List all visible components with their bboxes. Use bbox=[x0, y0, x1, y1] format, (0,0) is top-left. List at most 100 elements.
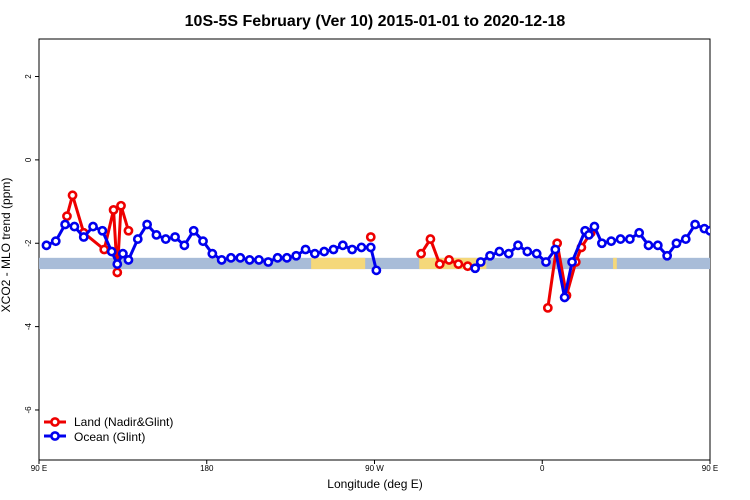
legend: Land (Nadir&Glint) Ocean (Glint) bbox=[44, 415, 173, 444]
data-point-0 bbox=[453, 259, 464, 269]
data-point-1 bbox=[643, 240, 654, 251]
x-axis: 90 E 180 90 W 0 90 E bbox=[31, 460, 718, 473]
data-point-1 bbox=[328, 244, 339, 255]
y-tick-label: -6 bbox=[24, 406, 33, 414]
y-tick-label: 0 bbox=[24, 157, 33, 162]
x-axis-label: Longitude (deg E) bbox=[327, 477, 422, 491]
data-point-1 bbox=[671, 238, 682, 249]
data-point-1 bbox=[680, 234, 691, 244]
data-point-1 bbox=[662, 250, 673, 261]
data-point-1 bbox=[41, 240, 52, 251]
band-land-segment bbox=[419, 257, 487, 270]
series-line-1 bbox=[474, 222, 710, 299]
data-point-1 bbox=[117, 248, 128, 259]
data-point-0 bbox=[542, 302, 553, 313]
data-point-0 bbox=[67, 190, 78, 201]
data-point-1 bbox=[371, 265, 382, 276]
data-point-1 bbox=[300, 244, 311, 255]
data-point-1 bbox=[550, 244, 561, 255]
data-point-1 bbox=[559, 292, 570, 303]
data-point-0 bbox=[99, 244, 110, 255]
y-tick-label: -4 bbox=[24, 323, 33, 331]
data-point-1 bbox=[88, 221, 98, 232]
data-point-1 bbox=[160, 234, 171, 244]
data-point-0 bbox=[365, 232, 376, 242]
data-point-1 bbox=[226, 252, 236, 263]
data-point-1 bbox=[513, 240, 523, 251]
data-point-1 bbox=[263, 257, 274, 267]
x-tick-label: 180 bbox=[200, 464, 214, 473]
data-point-1 bbox=[198, 236, 208, 247]
x-tick-label: 0 bbox=[540, 464, 545, 473]
x-tick-label: 90 E bbox=[31, 464, 47, 473]
data-point-1 bbox=[470, 263, 481, 274]
y-tick-label: -2 bbox=[24, 239, 33, 247]
data-point-1 bbox=[179, 240, 190, 251]
data-point-0 bbox=[425, 234, 436, 244]
data-point-1 bbox=[634, 227, 645, 238]
data-point-0 bbox=[108, 205, 119, 215]
data-point-1 bbox=[337, 240, 348, 251]
data-point-1 bbox=[272, 252, 283, 263]
data-point-1 bbox=[356, 242, 367, 253]
reference-band bbox=[39, 257, 710, 270]
data-point-1 bbox=[151, 230, 162, 240]
legend-land-marker bbox=[50, 417, 60, 427]
data-point-0 bbox=[462, 261, 473, 272]
data-point-1 bbox=[207, 248, 218, 259]
x-tick-label: 90 W bbox=[365, 464, 384, 473]
data-point-1 bbox=[69, 221, 80, 232]
data-point-1 bbox=[235, 252, 246, 263]
legend-ocean-label: Ocean (Glint) bbox=[74, 430, 145, 444]
data-point-1 bbox=[78, 232, 89, 242]
data-point-0 bbox=[434, 259, 445, 269]
series-line-0 bbox=[65, 193, 130, 274]
data-point-0 bbox=[123, 225, 134, 236]
data-point-1 bbox=[216, 255, 227, 265]
data-point-1 bbox=[112, 259, 123, 269]
data-point-1 bbox=[531, 248, 542, 259]
y-axis: 2 0 -2 -4 -6 bbox=[24, 74, 39, 414]
data-point-0 bbox=[416, 248, 426, 259]
data-point-1 bbox=[567, 257, 577, 267]
data-point-1 bbox=[309, 248, 320, 259]
data-point-1 bbox=[50, 236, 61, 247]
data-point-1 bbox=[142, 219, 153, 230]
data-point-1 bbox=[522, 246, 533, 257]
data-point-1 bbox=[319, 246, 330, 257]
data-point-1 bbox=[475, 257, 486, 267]
data-point-1 bbox=[606, 236, 617, 247]
data-point-1 bbox=[494, 246, 505, 257]
data-point-1 bbox=[705, 225, 710, 236]
y-tick-label: 2 bbox=[24, 74, 33, 79]
data-point-1 bbox=[170, 232, 180, 242]
data-point-0 bbox=[444, 255, 454, 265]
data-point-1 bbox=[281, 252, 292, 263]
legend-ocean-marker bbox=[50, 431, 60, 441]
data-point-1 bbox=[652, 240, 663, 251]
y-axis-label: XCO2 - MLO trend (ppm) bbox=[0, 178, 13, 313]
data-point-0 bbox=[62, 211, 72, 222]
legend-land-label: Land (Nadir&Glint) bbox=[74, 415, 173, 429]
x-tick-label: 90 E bbox=[702, 464, 718, 473]
data-point-1 bbox=[97, 225, 108, 236]
data-point-1 bbox=[589, 221, 600, 232]
data-point-1 bbox=[291, 250, 302, 261]
data-point-1 bbox=[106, 246, 117, 257]
data-point-1 bbox=[541, 257, 551, 267]
data-point-1 bbox=[254, 255, 264, 265]
data-point-1 bbox=[690, 219, 700, 230]
data-point-1 bbox=[503, 248, 514, 259]
data-point-1 bbox=[485, 250, 495, 261]
data-point-1 bbox=[596, 238, 607, 249]
data-point-1 bbox=[583, 230, 594, 240]
data-point-1 bbox=[624, 234, 635, 244]
data-point-0 bbox=[112, 267, 123, 278]
data-point-1 bbox=[132, 234, 143, 244]
data-point-1 bbox=[347, 244, 358, 255]
data-point-1 bbox=[60, 219, 70, 230]
data-point-1 bbox=[188, 225, 199, 236]
data-point-1 bbox=[123, 255, 134, 265]
data-point-1 bbox=[615, 234, 626, 244]
data-point-1 bbox=[365, 242, 376, 253]
